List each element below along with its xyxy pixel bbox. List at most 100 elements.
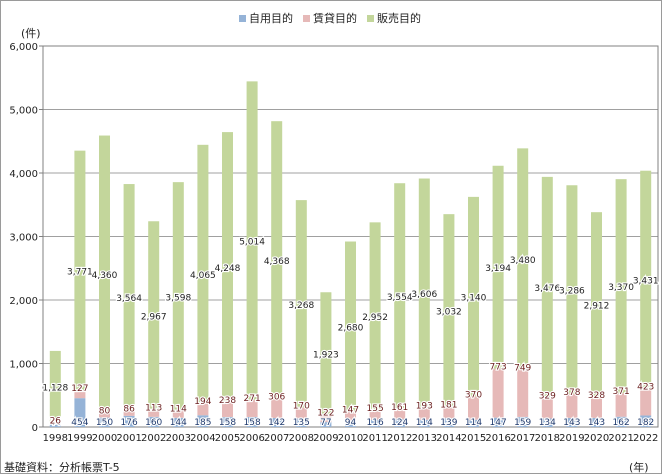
data-label: 454 [71, 418, 88, 428]
legend-item-sale: 販売目的 [367, 10, 421, 26]
bar-segment [492, 417, 504, 427]
data-label: 181 [440, 401, 457, 411]
bar-segment [74, 390, 86, 399]
data-label: 134 [539, 418, 556, 428]
bar-segment [615, 416, 627, 427]
x-tick-label: 2001 [116, 433, 141, 444]
legend-label-sale: 販売目的 [377, 12, 421, 25]
bar-segment [418, 407, 430, 420]
bar-segment [74, 150, 86, 391]
data-label: 44 [50, 418, 62, 428]
y-tick-label: 6,000 [9, 42, 38, 53]
x-tick-label: 2007 [264, 433, 289, 444]
data-label: 114 [416, 418, 433, 428]
data-label: 329 [539, 392, 556, 402]
bar-segment [468, 396, 479, 420]
bar-segment [369, 222, 381, 410]
data-label: 127 [71, 384, 88, 394]
legend-label-owner-use: 自用目的 [249, 12, 293, 25]
bar-segment [148, 221, 160, 410]
data-label: 160 [145, 418, 162, 428]
bar-segment [295, 200, 307, 408]
x-tick-label: 2009 [313, 433, 338, 444]
bar-segment [222, 132, 233, 402]
bar-segment [49, 350, 61, 423]
bar-segment [468, 196, 479, 397]
bar-segment [246, 399, 258, 417]
data-label: 147 [342, 406, 359, 416]
bar-segment [320, 292, 332, 415]
legend-label-rental: 賃貸目的 [313, 12, 357, 25]
data-label: 135 [293, 418, 310, 428]
data-label: 3,032 [436, 307, 462, 317]
bar-segment [492, 368, 504, 418]
x-tick-label: 2022 [633, 433, 658, 444]
bar-segment [443, 214, 455, 407]
data-label: 306 [268, 393, 285, 403]
data-label: 159 [514, 418, 531, 428]
data-label: 3,286 [559, 287, 585, 297]
data-label: 162 [613, 418, 630, 428]
bar-segment [394, 408, 406, 420]
bar-segment [640, 170, 652, 389]
bar-segment [123, 415, 135, 427]
legend-swatch-sale [367, 14, 374, 22]
y-axis-unit: (件) [21, 27, 41, 40]
data-label: 143 [588, 418, 605, 428]
data-label: 158 [219, 418, 236, 428]
bar-segment [148, 416, 160, 427]
bar-segment [517, 416, 529, 427]
x-tick-label: 2013 [412, 433, 437, 444]
data-label: 161 [391, 403, 408, 413]
data-label: 773 [490, 363, 507, 373]
bar-segment [615, 179, 627, 394]
data-label: 3,564 [116, 294, 142, 304]
bar-segment [345, 421, 356, 427]
x-tick-label: 2021 [608, 433, 633, 444]
data-label: 142 [268, 418, 285, 428]
x-tick-label: 2010 [338, 433, 363, 444]
bar-segment [222, 416, 233, 427]
bar-segment [615, 393, 627, 417]
data-label: 370 [465, 390, 482, 400]
data-label: 124 [391, 418, 408, 428]
bar-segment [541, 176, 553, 398]
bar-segment [271, 121, 283, 399]
x-tick-label: 2014 [436, 433, 461, 444]
bar-segment [541, 397, 553, 419]
bar-segment [49, 424, 61, 427]
data-label: 185 [194, 418, 211, 428]
data-label: 2,680 [338, 324, 364, 334]
x-tick-label: 2017 [510, 433, 535, 444]
bar-segment [123, 410, 135, 416]
bar-segment [172, 417, 184, 427]
bar-segment [320, 414, 332, 423]
bar-segment [222, 401, 233, 417]
bar-segment [295, 407, 307, 419]
bar-segment [591, 397, 602, 418]
data-label: 26 [50, 417, 62, 427]
data-label: 114 [465, 418, 482, 428]
x-tick-label: 2012 [387, 433, 412, 444]
data-label: 1,923 [313, 350, 339, 360]
data-label: 139 [440, 418, 457, 428]
data-label: 94 [345, 418, 357, 428]
x-tick-label: 2000 [92, 433, 117, 444]
x-tick-label: 2019 [559, 433, 584, 444]
bar-segment [517, 148, 529, 370]
x-tick-label: 2018 [535, 433, 560, 444]
bar-segment [74, 398, 86, 427]
data-label: 749 [514, 363, 531, 373]
bar-segment [246, 416, 258, 427]
data-label: 116 [367, 418, 384, 428]
data-label: 2,952 [362, 313, 388, 323]
data-label: 2,967 [141, 312, 167, 322]
bar-segment [541, 418, 553, 427]
data-label: 3,370 [608, 283, 634, 293]
y-tick-label: 1,000 [9, 360, 38, 371]
bar-segment [172, 410, 184, 418]
bar-segment [369, 409, 381, 420]
data-label: 113 [145, 404, 162, 414]
bar-segment [492, 165, 504, 369]
data-label: 5,014 [239, 238, 265, 248]
